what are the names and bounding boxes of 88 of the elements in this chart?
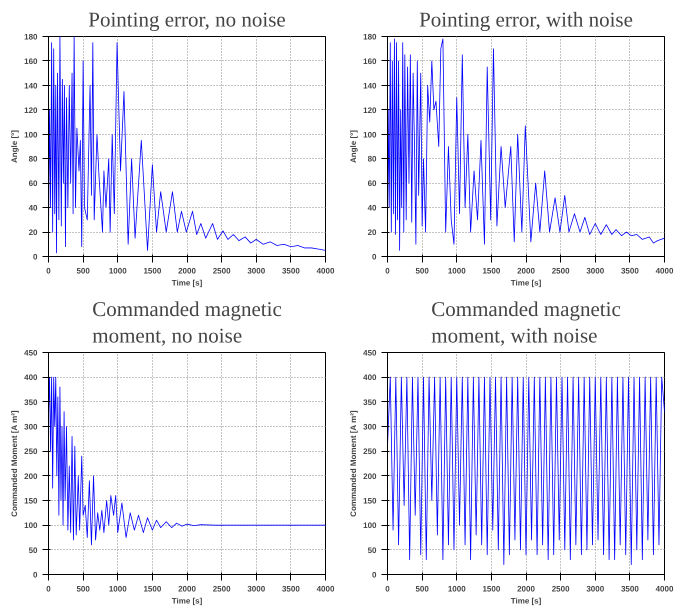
x-tick-label: 0 xyxy=(385,584,390,594)
x-tick-label: 1000 xyxy=(108,584,128,594)
y-tick-label: 180 xyxy=(24,32,38,42)
y-tick-label: 20 xyxy=(28,228,38,238)
y-axis-title: Commanded Moment [A m²] xyxy=(349,410,358,517)
y-tick-label: 50 xyxy=(28,546,38,555)
x-tick-label: 3000 xyxy=(247,266,266,276)
y-tick-label: 180 xyxy=(363,32,378,42)
y-tick-label: 160 xyxy=(363,56,378,66)
x-tick-label: 1500 xyxy=(143,266,162,276)
y-tick-label: 100 xyxy=(363,521,378,530)
y-tick-label: 140 xyxy=(363,81,378,90)
x-tick-label: 3500 xyxy=(282,266,300,276)
y-tick-label: 160 xyxy=(24,56,38,66)
x-tick-label: 2000 xyxy=(178,266,196,276)
y-tick-label: 50 xyxy=(368,546,378,555)
y-tick-label: 120 xyxy=(24,106,38,115)
y-tick-label: 40 xyxy=(28,204,38,213)
x-tick-label: 2500 xyxy=(212,266,232,276)
y-tick-label: 400 xyxy=(24,373,38,382)
y-tick-label: 400 xyxy=(363,373,378,382)
y-tick-label: 200 xyxy=(363,472,378,481)
x-tick-label: 4000 xyxy=(656,266,674,276)
y-tick-label: 100 xyxy=(24,130,38,140)
y-tick-label: 0 xyxy=(33,252,38,262)
x-tick-label: 2500 xyxy=(552,266,570,276)
y-tick-label: 0 xyxy=(33,570,38,580)
x-tick-label: 500 xyxy=(76,266,90,276)
x-tick-label: 2500 xyxy=(552,584,570,594)
x-tick-label: 2500 xyxy=(212,584,232,594)
y-tick-label: 350 xyxy=(24,398,38,407)
y-tick-label: 120 xyxy=(363,106,378,115)
y-tick-label: 450 xyxy=(24,348,38,358)
x-tick-label: 500 xyxy=(415,266,430,276)
x-tick-label: 4000 xyxy=(656,584,674,594)
chart-title: Pointing error, with noise xyxy=(419,8,633,32)
x-tick-label: 1000 xyxy=(448,584,466,594)
x-tick-label: 500 xyxy=(76,584,90,594)
x-tick-label: 1000 xyxy=(448,266,466,276)
y-tick-label: 0 xyxy=(372,252,378,262)
y-tick-label: 300 xyxy=(24,422,38,432)
y-tick-label: 100 xyxy=(363,130,378,140)
y-tick-label: 40 xyxy=(368,204,378,213)
x-tick-label: 0 xyxy=(46,266,52,276)
x-tick-label: 3000 xyxy=(586,266,605,276)
x-axis-title: Time [s] xyxy=(172,278,203,288)
chart-title: Commanded magnetic moment, with noise xyxy=(431,297,621,348)
x-tick-label: 3500 xyxy=(620,266,640,276)
chart-title: Commanded magnetic moment, no noise xyxy=(92,297,282,348)
x-axis-title: Time [s] xyxy=(510,596,542,606)
y-tick-label: 250 xyxy=(24,447,38,456)
y-tick-label: 140 xyxy=(24,81,38,90)
y-tick-label: 100 xyxy=(24,521,38,530)
y-tick-label: 80 xyxy=(28,154,38,164)
x-tick-label: 3000 xyxy=(586,584,605,594)
y-tick-label: 300 xyxy=(363,422,378,432)
y-axis-title: Angle [°] xyxy=(349,130,358,163)
x-tick-label: 2000 xyxy=(517,584,536,594)
x-tick-label: 1000 xyxy=(108,266,128,276)
y-tick-label: 0 xyxy=(372,570,378,580)
chart-title: Pointing error, no noise xyxy=(88,8,286,32)
x-axis-title: Time [s] xyxy=(172,596,203,606)
x-tick-label: 3500 xyxy=(282,584,300,594)
y-tick-label: 60 xyxy=(368,179,378,188)
y-tick-label: 200 xyxy=(24,472,38,481)
x-tick-label: 3000 xyxy=(247,584,266,594)
y-tick-label: 60 xyxy=(28,179,38,188)
y-tick-label: 250 xyxy=(363,447,378,456)
x-tick-label: 4000 xyxy=(316,584,335,594)
x-tick-label: 0 xyxy=(46,584,52,594)
x-tick-label: 3500 xyxy=(620,584,640,594)
x-tick-label: 1500 xyxy=(143,584,162,594)
x-tick-label: 4000 xyxy=(316,266,335,276)
y-tick-label: 350 xyxy=(363,398,378,407)
y-tick-label: 450 xyxy=(363,348,378,358)
x-tick-label: 1500 xyxy=(482,584,501,594)
y-axis-title: Angle [°] xyxy=(10,130,20,163)
x-tick-label: 1500 xyxy=(482,266,501,276)
x-tick-label: 2000 xyxy=(178,584,196,594)
y-tick-label: 20 xyxy=(368,228,378,238)
x-tick-label: 2000 xyxy=(517,266,536,276)
y-tick-label: 150 xyxy=(24,496,38,506)
y-tick-label: 80 xyxy=(368,154,378,164)
x-axis-title: Time [s] xyxy=(510,278,542,288)
y-axis-title: Commanded Moment [A m²] xyxy=(10,410,20,517)
x-tick-label: 0 xyxy=(385,266,390,276)
x-tick-label: 500 xyxy=(415,584,430,594)
y-tick-label: 150 xyxy=(363,496,378,506)
